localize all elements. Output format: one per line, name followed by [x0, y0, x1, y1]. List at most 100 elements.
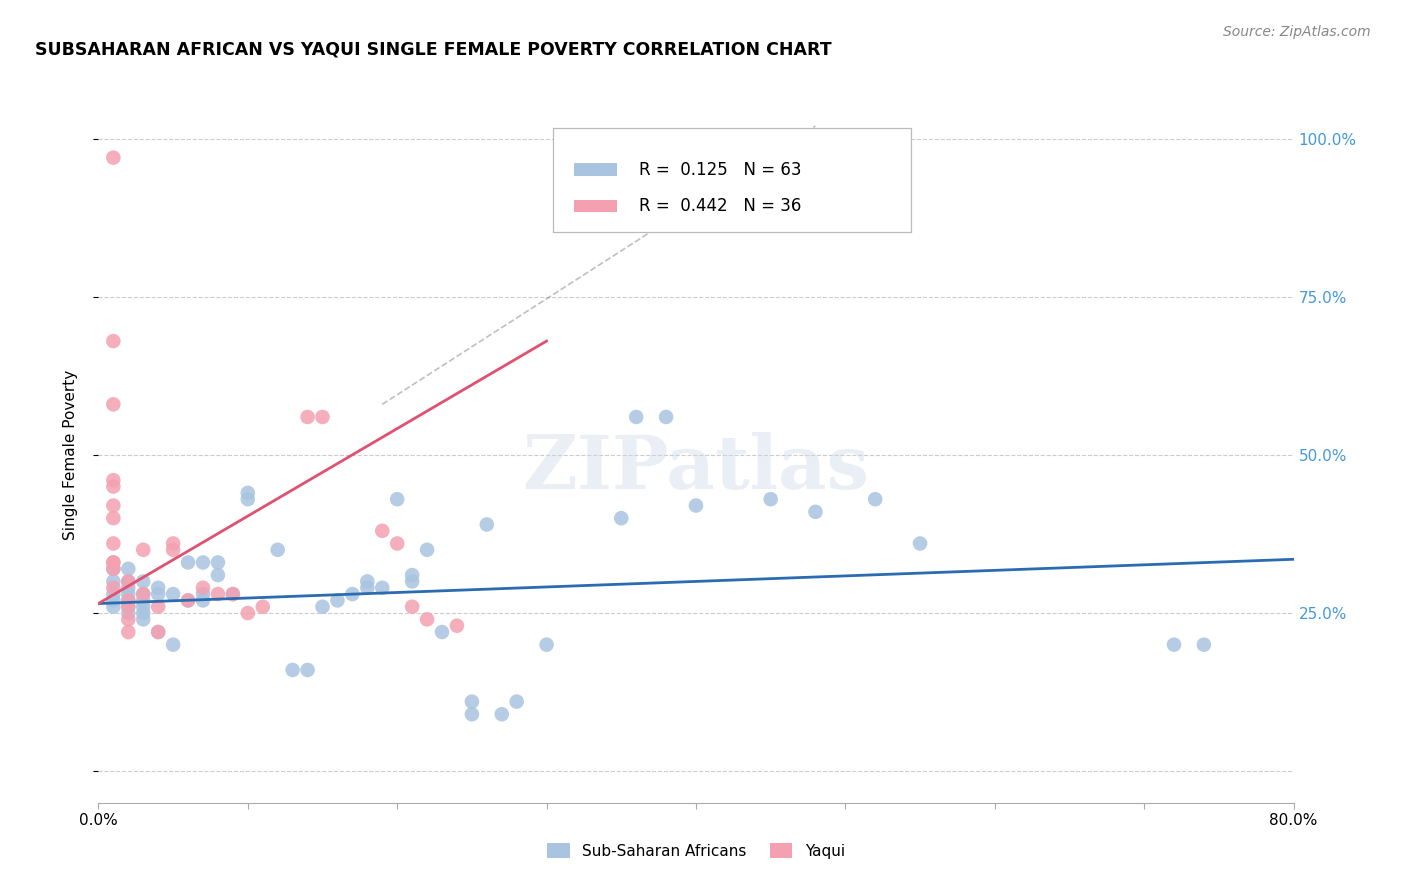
Point — [162, 542, 184, 557]
Legend: Sub-Saharan Africans, Yaqui: Sub-Saharan Africans, Yaqui — [541, 837, 851, 864]
Point — [236, 606, 259, 620]
Point — [430, 625, 453, 640]
Point — [506, 695, 529, 709]
Point — [148, 625, 170, 640]
Point — [236, 492, 259, 507]
Point — [148, 581, 170, 595]
Point — [191, 556, 214, 570]
Point — [103, 151, 125, 165]
Point — [207, 568, 229, 582]
Point — [103, 499, 125, 513]
Point — [371, 524, 394, 538]
Point — [117, 581, 139, 595]
Point — [401, 568, 423, 582]
Point — [117, 593, 139, 607]
Point — [655, 409, 678, 424]
Point — [326, 593, 349, 607]
Point — [132, 606, 155, 620]
Point — [281, 663, 304, 677]
Point — [416, 542, 439, 557]
Point — [117, 599, 139, 614]
Point — [117, 606, 139, 620]
Point — [162, 638, 184, 652]
Point — [207, 587, 229, 601]
Point — [1163, 638, 1185, 652]
Point — [385, 536, 409, 550]
Point — [177, 556, 200, 570]
Y-axis label: Single Female Poverty: Single Female Poverty — [63, 370, 77, 540]
Point — [297, 663, 319, 677]
Point — [103, 599, 125, 614]
Point — [103, 479, 125, 493]
Point — [103, 556, 125, 570]
Point — [103, 593, 125, 607]
Point — [148, 599, 170, 614]
Point — [132, 542, 155, 557]
Point — [132, 587, 155, 601]
Point — [536, 638, 558, 652]
Point — [103, 556, 125, 570]
Point — [610, 511, 633, 525]
Point — [103, 473, 125, 487]
Point — [117, 587, 139, 601]
Point — [416, 612, 439, 626]
Point — [461, 707, 484, 722]
Point — [191, 581, 214, 595]
Text: ZIPatlas: ZIPatlas — [523, 433, 869, 506]
Point — [356, 581, 378, 595]
Point — [148, 625, 170, 640]
Point — [103, 397, 125, 411]
Point — [117, 562, 139, 576]
Point — [267, 542, 290, 557]
Point — [117, 612, 139, 626]
Point — [132, 599, 155, 614]
Point — [385, 492, 409, 507]
Point — [162, 587, 184, 601]
Text: Source: ZipAtlas.com: Source: ZipAtlas.com — [1223, 25, 1371, 39]
Point — [117, 574, 139, 589]
Point — [103, 511, 125, 525]
Point — [685, 499, 707, 513]
Point — [371, 581, 394, 595]
Point — [865, 492, 887, 507]
Point — [461, 695, 484, 709]
Point — [311, 409, 333, 424]
Point — [132, 612, 155, 626]
Point — [222, 587, 245, 601]
Point — [117, 593, 139, 607]
Point — [132, 587, 155, 601]
Point — [117, 625, 139, 640]
Point — [297, 409, 319, 424]
Point — [103, 562, 125, 576]
Point — [191, 587, 214, 601]
Point — [162, 536, 184, 550]
Point — [117, 599, 139, 614]
Point — [252, 599, 274, 614]
Point — [207, 556, 229, 570]
Point — [177, 593, 200, 607]
Point — [311, 599, 333, 614]
Point — [908, 536, 931, 550]
Point — [1192, 638, 1215, 652]
Point — [759, 492, 782, 507]
Point — [222, 587, 245, 601]
Point — [177, 593, 200, 607]
Point — [117, 574, 139, 589]
Point — [342, 587, 364, 601]
Point — [148, 587, 170, 601]
Point — [191, 593, 214, 607]
Point — [132, 574, 155, 589]
Point — [236, 486, 259, 500]
Point — [103, 562, 125, 576]
Point — [401, 574, 423, 589]
Point — [132, 593, 155, 607]
Point — [103, 334, 125, 348]
Point — [804, 505, 827, 519]
Point — [446, 618, 468, 632]
Text: SUBSAHARAN AFRICAN VS YAQUI SINGLE FEMALE POVERTY CORRELATION CHART: SUBSAHARAN AFRICAN VS YAQUI SINGLE FEMAL… — [35, 40, 832, 58]
Point — [626, 409, 648, 424]
Point — [491, 707, 513, 722]
Point — [103, 574, 125, 589]
Point — [401, 599, 423, 614]
Point — [103, 581, 125, 595]
